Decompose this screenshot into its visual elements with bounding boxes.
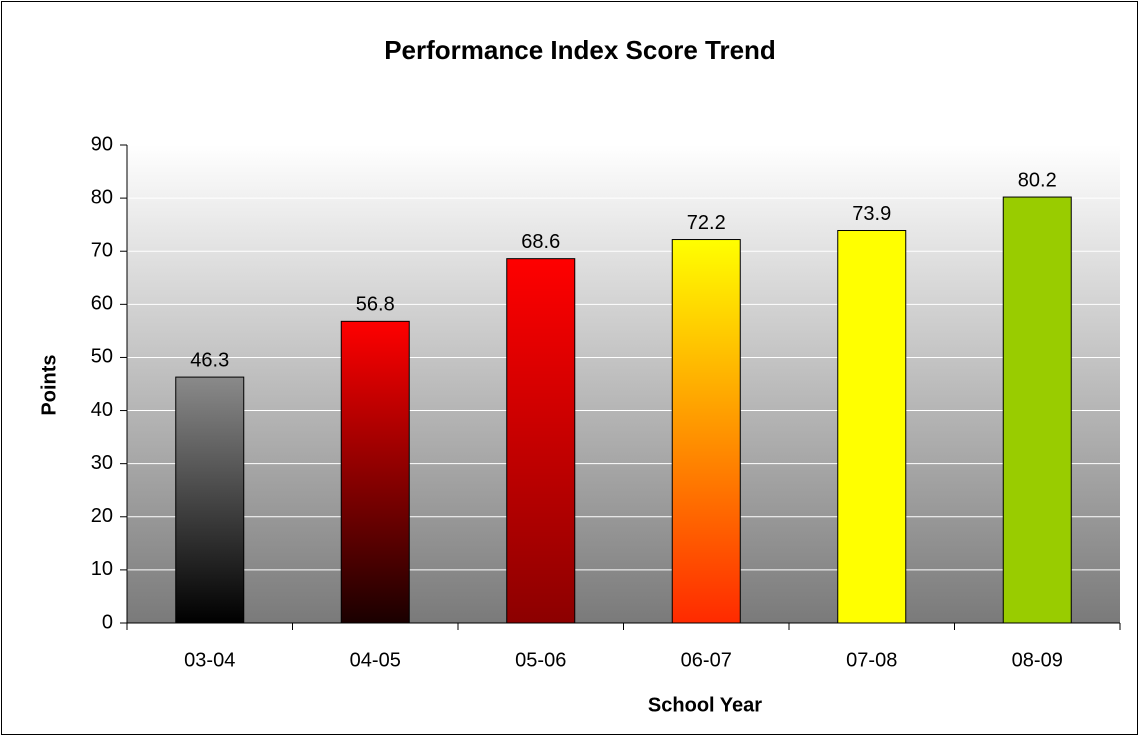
plot-area <box>127 145 1120 623</box>
bar <box>175 376 245 624</box>
bar <box>837 230 907 624</box>
bar <box>506 258 576 624</box>
x-axis-label: School Year <box>648 694 762 716</box>
data-label: 72.2 <box>687 212 726 234</box>
data-label: 56.8 <box>356 294 395 316</box>
data-label: 73.9 <box>852 203 891 225</box>
y-tick-label: 70 <box>91 240 113 262</box>
x-tick-label: 03-04 <box>184 649 235 671</box>
y-tick-label: 80 <box>91 186 113 208</box>
y-tick-label: 50 <box>91 346 113 368</box>
y-tick-label: 90 <box>91 133 113 155</box>
y-tick-label: 30 <box>91 452 113 474</box>
bar <box>1002 196 1072 624</box>
x-tick-label: 07-08 <box>846 649 897 671</box>
y-tick-label: 40 <box>91 399 113 421</box>
y-tick-label: 10 <box>91 558 113 580</box>
x-tick-label: 05-06 <box>515 649 566 671</box>
data-label: 46.3 <box>190 349 229 371</box>
data-label: 68.6 <box>521 231 560 253</box>
data-label: 80.2 <box>1018 169 1057 191</box>
y-tick-label: 0 <box>102 611 113 633</box>
y-tick-label: 20 <box>91 505 113 527</box>
x-tick-label: 08-09 <box>1012 649 1063 671</box>
x-tick-label: 04-05 <box>350 649 401 671</box>
x-tick-label: 06-07 <box>681 649 732 671</box>
y-axis-label: Points <box>38 354 60 415</box>
y-tick-label: 60 <box>91 293 113 315</box>
bar <box>671 239 741 624</box>
chart-title: Performance Index Score Trend <box>384 35 776 65</box>
bar <box>340 320 410 624</box>
